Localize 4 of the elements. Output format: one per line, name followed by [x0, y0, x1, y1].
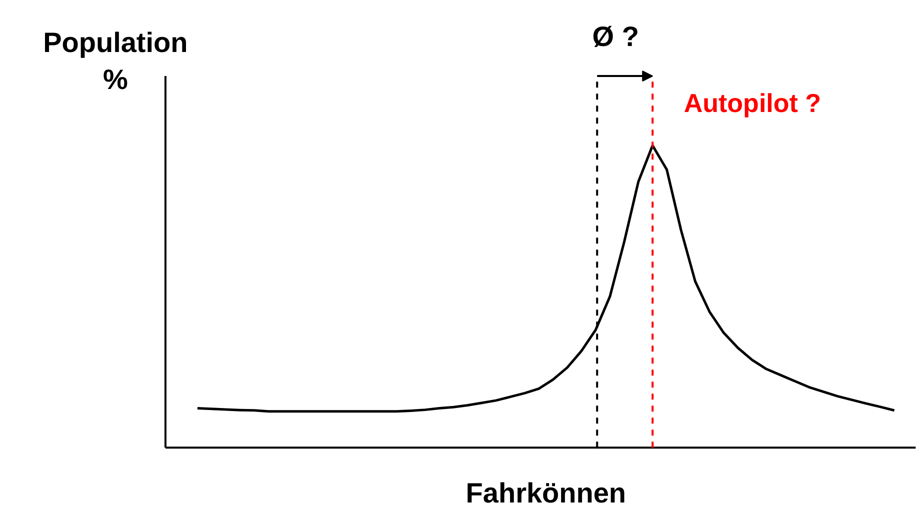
y-axis-title: Population % — [43, 26, 188, 96]
text: Autopilot ? — [684, 88, 822, 118]
text: Ø ? — [592, 21, 639, 52]
x-axis-title: Fahrkönnen — [466, 477, 626, 508]
